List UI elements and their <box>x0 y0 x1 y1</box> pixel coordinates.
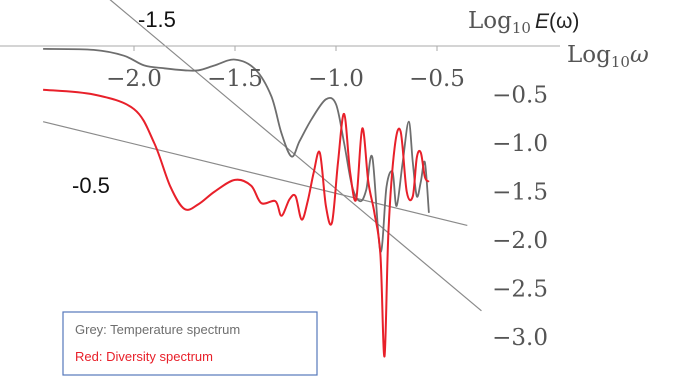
y-axis-label: Log10 E(ω) <box>468 8 579 37</box>
y-tick-label: −1.0 <box>492 131 548 157</box>
x-tick-label: −1.5 <box>207 66 263 92</box>
y-tick-group: −0.5 −1.0 −1.5 −2.0 −2.5 −3.0 <box>492 83 548 352</box>
y-tick-label: −1.5 <box>492 180 548 206</box>
x-tick-label: −1.0 <box>308 66 364 92</box>
slope-annotation-steep: -1.5 <box>138 7 176 32</box>
y-tick-label: −3.0 <box>492 325 548 351</box>
y-axis-label-sub: 10 <box>512 19 531 37</box>
x-axis-label-main: Log <box>567 42 611 68</box>
y-axis-label-paren: (ω) <box>549 10 579 33</box>
reference-line-steep <box>109 0 482 312</box>
y-axis-label-var: E <box>535 10 550 33</box>
x-axis-label-sub: 10 <box>611 53 630 71</box>
x-tick-group: −2.0 −1.5 −1.0 −0.5 <box>106 46 465 92</box>
x-tick-label: −2.0 <box>106 66 162 92</box>
axes: −2.0 −1.5 −1.0 −0.5 −0.5 −1.0 −1.5 −2.0 −2.5 −3.… <box>0 45 560 352</box>
reference-lines <box>42 0 482 312</box>
y-axis-label-main: Log <box>468 8 512 34</box>
x-axis-label: Log10ω <box>567 42 649 71</box>
y-tick-label: −2.0 <box>492 228 548 254</box>
legend-entry-diversity: Red: Diversity spectrum <box>75 349 213 364</box>
legend: Grey: Temperature spectrum Red: Diversit… <box>62 311 318 376</box>
x-axis-label-var: ω <box>630 42 649 68</box>
x-tick-label: −0.5 <box>409 66 465 92</box>
legend-entry-temperature: Grey: Temperature spectrum <box>75 322 240 337</box>
reference-line-shallow <box>42 121 468 227</box>
slope-annotation-shallow: -0.5 <box>72 173 110 198</box>
temperature-spectrum-line <box>43 48 430 253</box>
legend-box <box>62 311 318 376</box>
diversity-spectrum-line <box>43 88 430 358</box>
y-tick-label: −2.5 <box>492 277 548 303</box>
y-tick-label: −0.5 <box>492 83 548 109</box>
series-layer <box>43 48 430 358</box>
